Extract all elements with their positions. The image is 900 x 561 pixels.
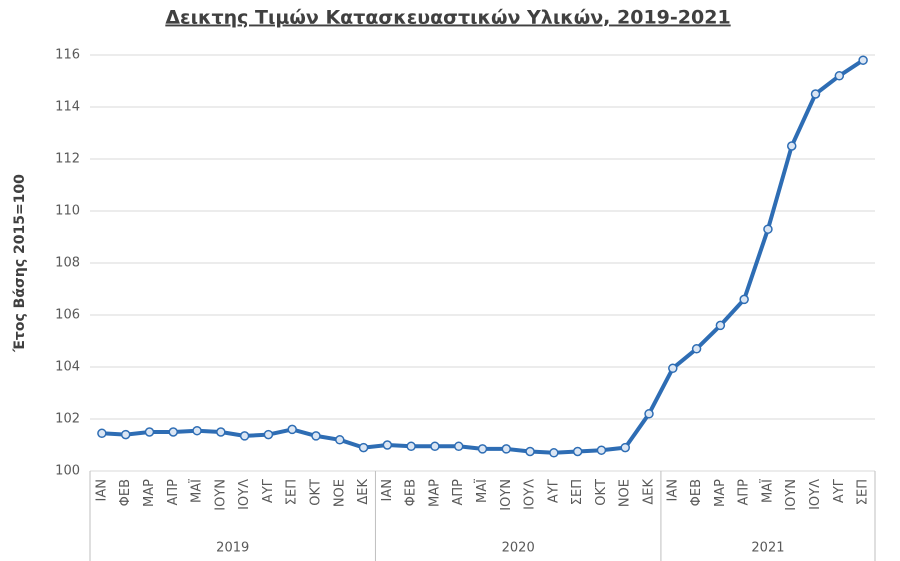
marker: [287, 424, 297, 435]
marker: [192, 425, 202, 436]
x-tick-label: ΑΥΓ: [832, 478, 847, 503]
marker: [810, 89, 821, 99]
x-tick-label: ΦΕΒ: [689, 479, 704, 506]
x-tick-label: ΦΕΒ: [118, 479, 133, 506]
x-tick-label: ΝΟΕ: [332, 479, 347, 507]
marker: [715, 320, 726, 331]
x-tick-label: ΜΑΪ: [474, 479, 490, 503]
x-tick-label: ΙΟΥΛ: [808, 479, 823, 510]
marker: [144, 427, 155, 437]
marker: [501, 444, 512, 454]
y-tick-label: 100: [55, 464, 80, 479]
marker: [739, 294, 749, 305]
x-tick-label: ΑΥΓ: [546, 478, 561, 503]
x-tick-label: ΣΕΠ: [285, 479, 300, 505]
x-tick-label: ΙΑΝ: [665, 479, 680, 501]
marker: [216, 427, 226, 437]
x-tick-label: ΑΠΡ: [737, 479, 752, 506]
x-tick-label: ΙΑΝ: [380, 479, 395, 501]
x-tick-label: ΑΥΓ: [261, 478, 276, 503]
marker: [382, 440, 393, 450]
x-tick-label: ΜΑΡ: [427, 479, 442, 507]
line: [101, 58, 865, 455]
x-tick-label: ΑΠΡ: [451, 479, 466, 506]
y-axis-label: Έτος Βάσης 2015=100: [12, 174, 28, 353]
marker: [311, 431, 321, 441]
x-tick-label: ΙΟΥΛ: [523, 479, 538, 510]
y-tick-label: 104: [55, 360, 80, 375]
x-tick-label: ΟΚΤ: [594, 479, 609, 506]
x-tick-label: ΙΟΥΝ: [213, 479, 228, 511]
x-tick-label: ΜΑΪ: [189, 479, 205, 503]
x-tick-label: ΟΚΤ: [308, 479, 323, 506]
marker: [620, 442, 630, 453]
chart-title: Δεικτης Τιμών Κατασκευαστικών Υλικών, 20…: [165, 7, 730, 29]
y-tick-label: 114: [55, 100, 80, 115]
x-tick-label: ΑΠΡ: [166, 479, 181, 506]
y-tick-label: 106: [55, 308, 80, 323]
x-tick-label: ΜΑΡ: [142, 479, 157, 507]
y-tick-label: 108: [55, 256, 80, 271]
marker: [572, 446, 583, 457]
marker: [97, 428, 107, 439]
marker: [525, 446, 535, 457]
x-tick-label: ΙΟΥΛ: [237, 479, 252, 510]
marker: [549, 448, 559, 458]
x-tick-label: ΙΟΥΝ: [499, 479, 514, 511]
marker: [858, 55, 868, 65]
marker: [430, 441, 440, 452]
marker: [120, 429, 131, 440]
marker: [691, 344, 702, 354]
x-tick-label: ΜΑΡ: [713, 479, 728, 507]
marker: [168, 427, 179, 437]
x-tick-label: ΔΕΚ: [642, 479, 657, 505]
marker: [239, 431, 250, 441]
x-tick-label: ΔΕΚ: [356, 479, 371, 505]
x-tick-label: ΣΕΠ: [856, 479, 871, 505]
x-tick-label: ΦΕΒ: [404, 479, 419, 506]
x-tick-label: ΜΑΪ: [759, 479, 775, 503]
x-tick-label: ΝΟΕ: [618, 479, 633, 507]
x-tick-label: ΙΑΝ: [94, 479, 109, 501]
marker: [358, 442, 369, 453]
marker: [477, 444, 488, 454]
group-label: 2021: [751, 541, 784, 556]
marker: [453, 441, 464, 452]
marker: [834, 71, 845, 81]
x-tick-label: ΙΟΥΝ: [784, 479, 799, 511]
marker: [644, 409, 654, 419]
group-label: 2019: [216, 541, 249, 556]
y-tick-label: 102: [55, 412, 80, 427]
marker: [406, 441, 416, 452]
y-tick-label: 112: [55, 152, 80, 167]
marker: [335, 435, 345, 445]
marker: [786, 141, 797, 151]
marker: [763, 224, 773, 234]
group-label: 2020: [502, 541, 535, 556]
y-tick-label: 116: [55, 48, 80, 63]
y-tick-label: 110: [55, 204, 80, 219]
marker: [596, 445, 607, 455]
marker: [668, 363, 678, 374]
x-tick-label: ΣΕΠ: [570, 479, 585, 505]
marker: [263, 429, 274, 440]
